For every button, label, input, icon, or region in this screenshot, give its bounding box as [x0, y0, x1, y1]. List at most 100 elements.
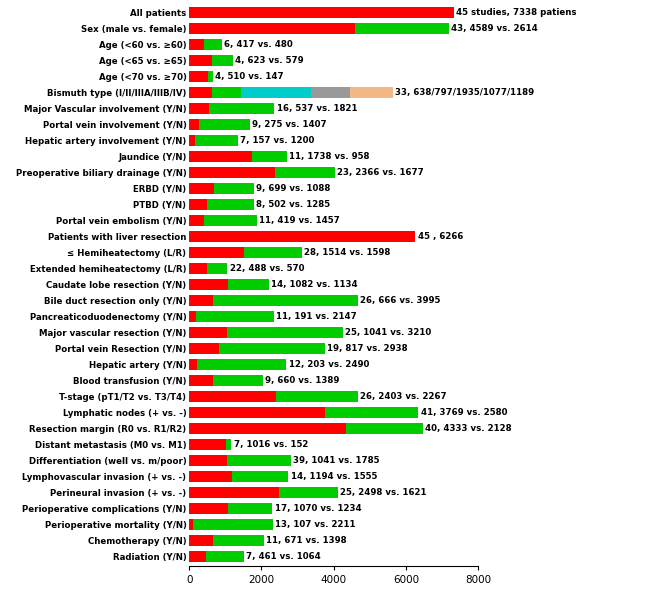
Bar — [276, 391, 358, 403]
Bar — [325, 407, 418, 418]
Text: 40, 4333 vs. 2128: 40, 4333 vs. 2128 — [425, 424, 511, 433]
Bar — [189, 7, 454, 19]
Bar — [208, 71, 213, 82]
Text: 17, 1070 vs. 1234: 17, 1070 vs. 1234 — [275, 504, 361, 513]
Text: 25, 2498 vs. 1621: 25, 2498 vs. 1621 — [340, 488, 427, 497]
Text: 22, 488 vs. 570: 22, 488 vs. 570 — [230, 264, 304, 273]
Bar — [189, 550, 206, 562]
Bar — [189, 423, 346, 434]
Bar — [226, 438, 232, 450]
Bar — [228, 279, 269, 291]
Text: 45 studies, 7338 patiens: 45 studies, 7338 patiens — [456, 8, 577, 17]
Text: 11, 191 vs. 2147: 11, 191 vs. 2147 — [276, 312, 357, 321]
Bar — [227, 326, 343, 338]
Text: 11, 671 vs. 1398: 11, 671 vs. 1398 — [266, 536, 347, 545]
Bar — [214, 183, 254, 194]
Bar — [196, 311, 274, 322]
Bar — [189, 471, 232, 482]
Text: 14, 1194 vs. 1555: 14, 1194 vs. 1555 — [291, 472, 377, 481]
Text: 26, 2403 vs. 2267: 26, 2403 vs. 2267 — [360, 392, 447, 401]
Bar — [189, 391, 276, 403]
Text: 7, 461 vs. 1064: 7, 461 vs. 1064 — [246, 552, 321, 561]
Text: 11, 1738 vs. 958: 11, 1738 vs. 958 — [289, 152, 369, 161]
Bar — [193, 519, 273, 530]
Text: 8, 502 vs. 1285: 8, 502 vs. 1285 — [256, 200, 330, 209]
Text: 7, 157 vs. 1200: 7, 157 vs. 1200 — [240, 136, 315, 145]
Bar — [197, 359, 286, 370]
Text: 43, 4589 vs. 2614: 43, 4589 vs. 2614 — [452, 24, 539, 33]
Bar — [252, 151, 287, 162]
Bar — [189, 263, 207, 274]
Text: 4, 623 vs. 579: 4, 623 vs. 579 — [235, 56, 303, 65]
Bar — [189, 455, 227, 466]
Text: 7, 1016 vs. 152: 7, 1016 vs. 152 — [234, 440, 308, 449]
Bar — [189, 247, 244, 258]
Bar — [227, 455, 291, 466]
Bar — [189, 103, 208, 114]
Bar — [189, 23, 355, 34]
Bar — [189, 151, 252, 162]
Bar — [346, 423, 422, 434]
Text: 16, 537 vs. 1821: 16, 537 vs. 1821 — [276, 104, 357, 113]
Bar — [189, 71, 208, 82]
Bar — [189, 375, 213, 386]
Bar — [189, 487, 280, 498]
Bar — [189, 39, 205, 50]
Text: 39, 1041 vs. 1785: 39, 1041 vs. 1785 — [293, 456, 380, 465]
Text: 11, 419 vs. 1457: 11, 419 vs. 1457 — [259, 216, 340, 225]
Bar — [355, 23, 450, 34]
Bar — [205, 215, 257, 226]
Bar — [207, 263, 228, 274]
Text: 23, 2366 vs. 1677: 23, 2366 vs. 1677 — [337, 168, 424, 177]
Bar — [189, 135, 195, 146]
Text: 9, 660 vs. 1389: 9, 660 vs. 1389 — [266, 376, 340, 385]
Text: 33, 638/797/1935/1077/1189: 33, 638/797/1935/1077/1189 — [395, 88, 534, 97]
Bar — [189, 119, 199, 131]
Bar — [189, 343, 218, 354]
Text: 4, 510 vs. 147: 4, 510 vs. 147 — [215, 72, 284, 81]
Bar — [213, 535, 264, 546]
Bar — [189, 503, 228, 514]
Text: 19, 817 vs. 2938: 19, 817 vs. 2938 — [327, 344, 408, 353]
Bar — [189, 231, 416, 242]
Bar — [206, 550, 244, 562]
Text: 12, 203 vs. 2490: 12, 203 vs. 2490 — [289, 360, 369, 369]
Text: 28, 1514 vs. 1598: 28, 1514 vs. 1598 — [303, 248, 390, 257]
Bar — [213, 295, 357, 306]
Bar — [232, 471, 288, 482]
Bar — [189, 55, 212, 66]
Text: 6, 417 vs. 480: 6, 417 vs. 480 — [224, 40, 293, 49]
Text: 25, 1041 vs. 3210: 25, 1041 vs. 3210 — [345, 328, 431, 337]
Bar — [213, 375, 263, 386]
Bar — [189, 87, 212, 98]
Bar — [189, 311, 196, 322]
Text: 14, 1082 vs. 1134: 14, 1082 vs. 1134 — [272, 280, 358, 289]
Text: 26, 666 vs. 3995: 26, 666 vs. 3995 — [360, 296, 440, 305]
Bar — [195, 135, 238, 146]
Text: 9, 699 vs. 1088: 9, 699 vs. 1088 — [256, 184, 330, 193]
Bar — [205, 39, 222, 50]
Text: 9, 275 vs. 1407: 9, 275 vs. 1407 — [252, 120, 327, 129]
Bar — [189, 295, 213, 306]
Bar — [207, 199, 254, 210]
Text: 45 , 6266: 45 , 6266 — [418, 232, 463, 241]
Bar — [189, 215, 205, 226]
Bar — [275, 167, 335, 179]
Bar — [218, 343, 325, 354]
Bar — [189, 438, 226, 450]
Bar — [189, 167, 275, 179]
Bar — [280, 487, 338, 498]
Bar — [228, 503, 272, 514]
Bar — [189, 359, 197, 370]
Bar — [189, 326, 227, 338]
Bar — [208, 103, 274, 114]
Bar — [212, 55, 232, 66]
Bar — [199, 119, 250, 131]
Text: 41, 3769 vs. 2580: 41, 3769 vs. 2580 — [420, 408, 507, 417]
Bar — [189, 183, 214, 194]
Bar — [189, 407, 325, 418]
Bar — [311, 87, 350, 98]
Bar — [244, 247, 301, 258]
Bar — [212, 87, 241, 98]
Bar — [350, 87, 392, 98]
